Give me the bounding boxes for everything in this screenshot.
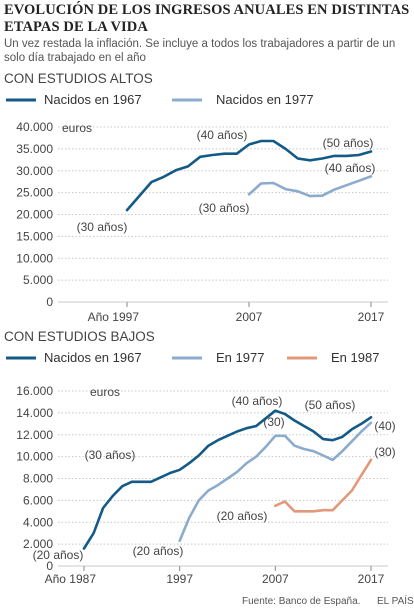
age-annotation: (30) [374,445,395,459]
y-tick-label: 25.000 [16,186,53,200]
y-tick-label: 35.000 [16,142,53,156]
publisher-brand: EL PAÍS [377,596,414,607]
age-annotation: (40) [374,419,395,433]
y-tick-label: 2.000 [23,537,53,551]
y-tick-label: 0 [46,295,53,309]
age-annotation: (30 años) [85,448,136,462]
y-tick-label: 40.000 [16,120,53,134]
legend-label: Nacidos en 1977 [216,92,314,107]
age-annotation: (40 años) [197,128,248,142]
age-annotation: (20 años) [133,544,184,558]
age-annotation: (40 años) [325,161,376,175]
y-tick-label: 5.000 [23,273,53,287]
x-tick-label: 2007 [236,310,263,324]
series-line [125,139,373,212]
legend-label: Nacidos en 1967 [44,350,142,365]
age-annotation: (50 años) [305,398,356,412]
y-tick-label: 15.000 [16,229,53,243]
y-tick-label: 0 [46,559,53,573]
x-tick-label: Año 1987 [45,572,97,586]
x-tick-label: Año 1997 [88,310,140,324]
y-tick-label: 6.000 [23,493,53,507]
y-tick-label: 10.000 [16,450,53,464]
series-line [82,409,373,550]
series-line [273,458,373,513]
legend-label: En 1987 [331,350,379,365]
x-tick-label: 2007 [262,572,289,586]
age-annotation: (30) [263,415,284,429]
legend-label: Nacidos en 1967 [44,92,142,107]
age-annotation: (30 años) [77,220,128,234]
y-tick-label: 4.000 [23,515,53,529]
age-annotation: (50 años) [323,136,374,150]
y-unit-label: euros [62,121,92,135]
y-tick-label: 30.000 [16,164,53,178]
y-tick-label: 14.000 [16,406,53,420]
y-tick-label: 20.000 [16,208,53,222]
section-title: CON ESTUDIOS ALTOS [4,71,153,86]
x-tick-label: 2017 [358,572,385,586]
y-tick-label: 12.000 [16,428,53,442]
age-annotation: (20 años) [33,548,84,562]
age-annotation: (30 años) [199,201,250,215]
age-annotation: (40 años) [232,394,283,408]
series-line [178,421,373,543]
legend-label: En 1977 [216,350,264,365]
chart-subtitle: Un vez restada la inflación. Se incluye … [4,38,396,64]
y-tick-label: 16.000 [16,384,53,398]
source-note: Fuente: Banco de España. [242,596,361,607]
x-tick-label: 2017 [358,310,385,324]
section-title: CON ESTUDIOS BAJOS [4,329,155,344]
chart-title: EVOLUCIÓN DE LOS INGRESOS ANUALES EN DIS… [4,2,410,35]
y-tick-label: 8.000 [23,472,53,486]
y-unit-label: euros [90,385,120,399]
y-tick-label: 10.000 [16,251,53,265]
x-tick-label: 1997 [166,572,193,586]
age-annotation: (20 años) [217,509,268,523]
series-line [247,175,373,198]
